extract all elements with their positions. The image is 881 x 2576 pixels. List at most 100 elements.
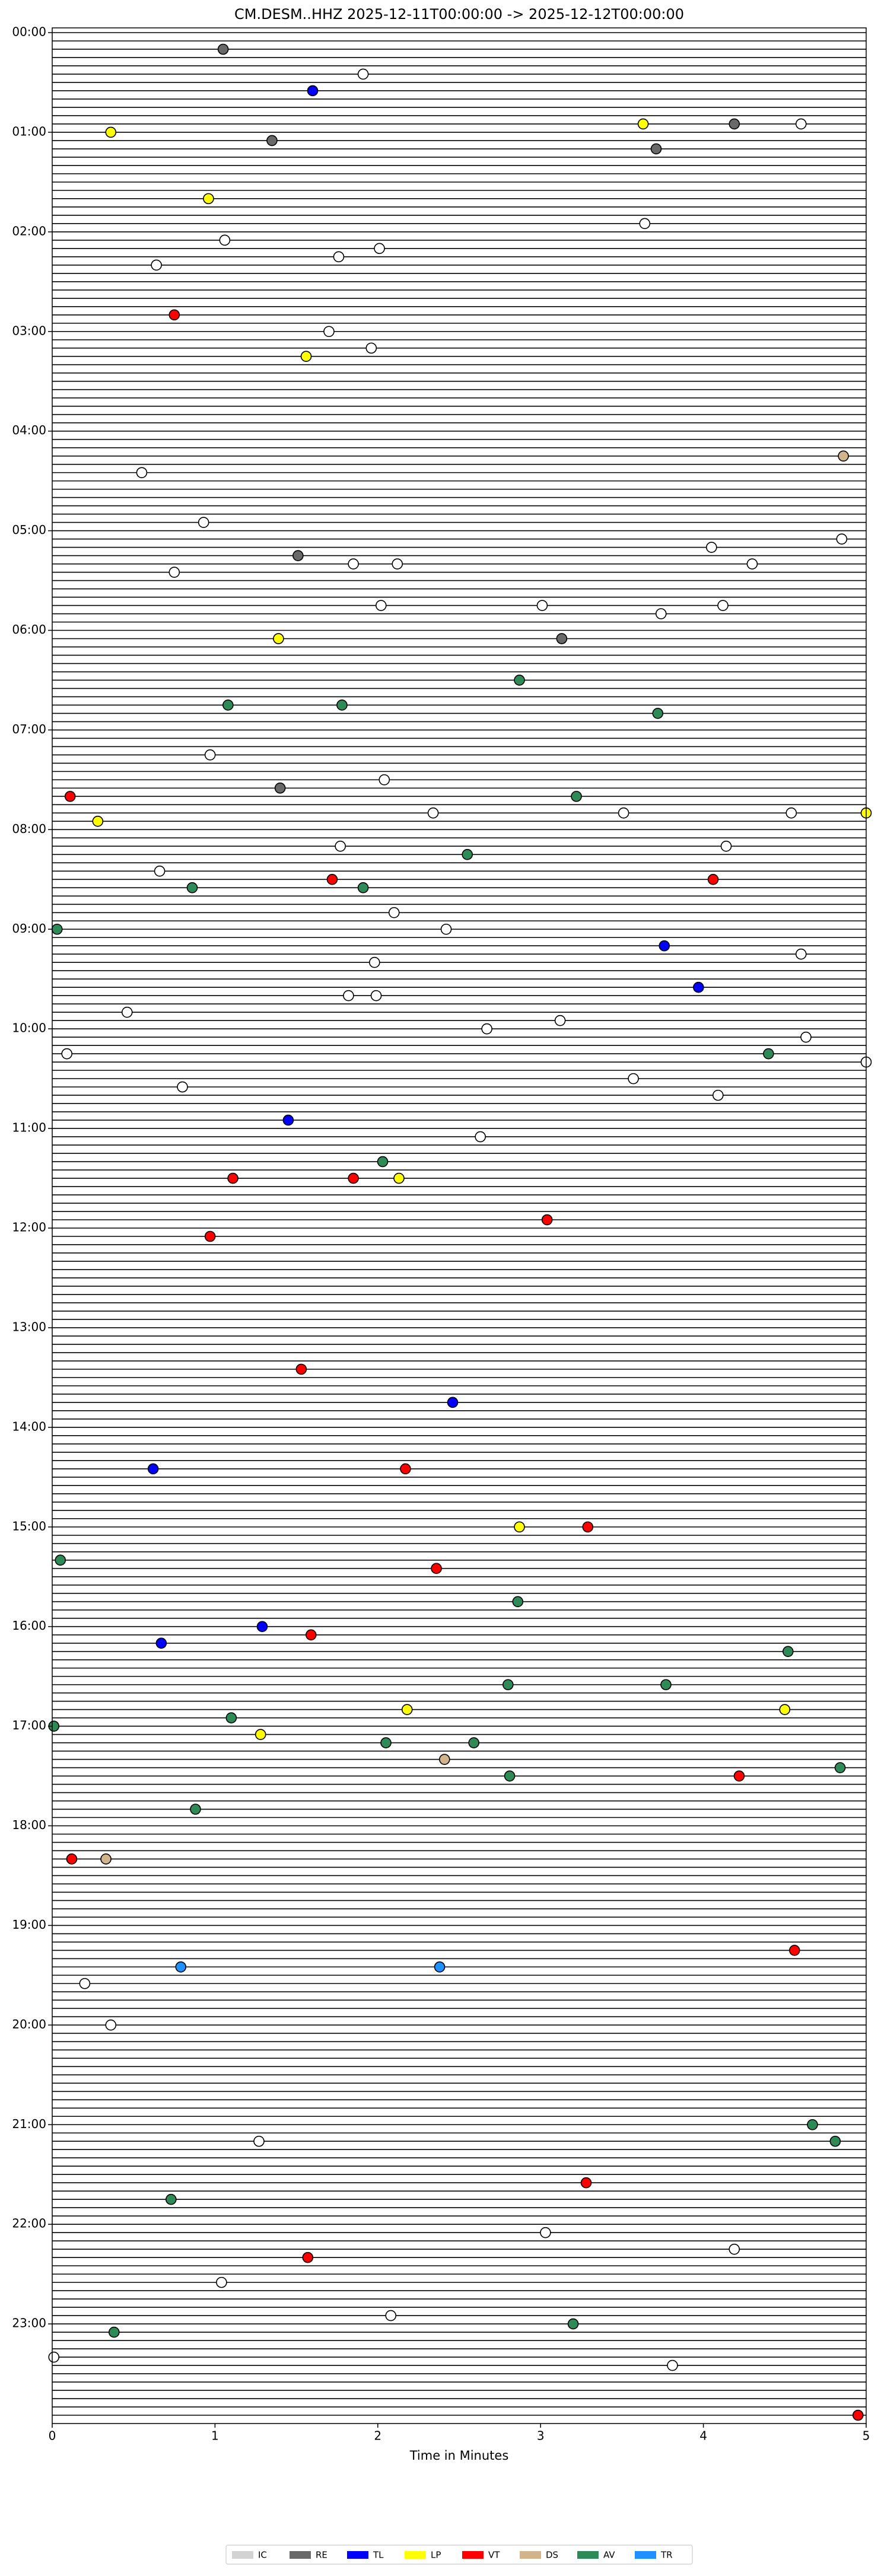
event-marker bbox=[655, 608, 667, 619]
event-marker bbox=[650, 143, 662, 155]
event-marker bbox=[392, 558, 403, 570]
event-marker bbox=[357, 68, 369, 80]
x-tick-label: 1 bbox=[211, 2429, 219, 2443]
event-marker bbox=[365, 342, 377, 354]
event-marker bbox=[326, 873, 338, 885]
y-tick-label: 17:00 bbox=[12, 1718, 46, 1732]
x-tick-label: 5 bbox=[863, 2429, 870, 2443]
x-tick-label: 3 bbox=[537, 2429, 545, 2443]
event-marker bbox=[292, 550, 304, 561]
event-marker bbox=[177, 1081, 188, 1093]
event-marker bbox=[481, 1023, 492, 1035]
event-marker bbox=[427, 807, 439, 819]
event-marker bbox=[807, 2119, 818, 2130]
event-marker bbox=[166, 2193, 177, 2205]
event-marker bbox=[540, 2227, 551, 2238]
legend-swatch bbox=[405, 2551, 426, 2559]
event-marker bbox=[154, 866, 166, 877]
legend-swatch bbox=[462, 2551, 484, 2559]
event-marker bbox=[274, 783, 286, 794]
event-marker bbox=[706, 542, 717, 553]
event-marker bbox=[712, 1089, 724, 1101]
legend-label: LP bbox=[431, 2550, 441, 2561]
event-marker bbox=[302, 2251, 314, 2263]
event-marker bbox=[370, 990, 382, 1001]
event-marker bbox=[836, 533, 848, 545]
event-marker bbox=[256, 1621, 268, 1632]
event-marker bbox=[431, 1563, 442, 1575]
legend-swatch bbox=[635, 2551, 656, 2559]
event-marker bbox=[652, 708, 664, 719]
event-marker bbox=[541, 1214, 553, 1226]
legend-label: IC bbox=[258, 2550, 267, 2561]
y-tick-label: 16:00 bbox=[12, 1618, 46, 1633]
y-tick-label: 08:00 bbox=[12, 822, 46, 836]
event-marker bbox=[782, 1646, 794, 1657]
traces bbox=[52, 32, 866, 2416]
event-marker bbox=[175, 1961, 187, 1973]
event-marker bbox=[55, 1554, 66, 1566]
event-marker bbox=[567, 2318, 579, 2330]
event-marker bbox=[720, 841, 732, 852]
event-marker bbox=[733, 1770, 745, 1782]
x-tick-label: 0 bbox=[49, 2429, 56, 2443]
event-marker bbox=[660, 1679, 672, 1690]
legend-label: VT bbox=[488, 2550, 500, 2561]
event-marker bbox=[582, 1521, 594, 1533]
event-marker bbox=[729, 118, 740, 130]
legend-swatch bbox=[232, 2551, 253, 2559]
event-marker bbox=[61, 1048, 72, 1060]
event-marker bbox=[64, 791, 76, 802]
event-marker bbox=[357, 882, 369, 893]
event-marker bbox=[51, 923, 63, 935]
event-marker bbox=[216, 2276, 227, 2288]
legend-label: RE bbox=[316, 2550, 327, 2561]
event-marker bbox=[333, 251, 345, 263]
event-marker bbox=[121, 1006, 133, 1018]
event-marker bbox=[659, 940, 670, 952]
legend-label: DS bbox=[546, 2550, 558, 2561]
event-marker bbox=[186, 882, 198, 893]
event-marker bbox=[504, 1770, 516, 1782]
event-marker bbox=[580, 2177, 592, 2189]
event-marker bbox=[717, 600, 729, 611]
y-tick-label: 11:00 bbox=[12, 1121, 46, 1135]
y-tick-label: 06:00 bbox=[12, 622, 46, 637]
event-marker bbox=[514, 1521, 525, 1533]
event-marker bbox=[785, 807, 797, 819]
legend-swatch bbox=[520, 2551, 541, 2559]
event-marker bbox=[556, 633, 568, 644]
x-axis-label: Time in Minutes bbox=[409, 2448, 509, 2463]
event-marker bbox=[800, 1031, 812, 1043]
event-marker bbox=[838, 450, 849, 462]
event-marker bbox=[374, 243, 385, 255]
y-tick-label: 23:00 bbox=[12, 2316, 46, 2330]
event-marker bbox=[388, 907, 400, 918]
event-marker bbox=[639, 218, 651, 230]
event-marker bbox=[190, 1804, 201, 1815]
event-marker bbox=[536, 600, 548, 611]
event-marker bbox=[266, 135, 278, 147]
event-marker bbox=[514, 675, 525, 686]
event-marker bbox=[295, 1363, 307, 1375]
event-marker bbox=[729, 2243, 740, 2255]
event-marker bbox=[108, 2326, 120, 2338]
event-marker bbox=[222, 699, 234, 711]
event-marker bbox=[385, 2310, 397, 2321]
event-marker bbox=[763, 1048, 774, 1060]
plot-frame bbox=[52, 27, 867, 2424]
event-marker bbox=[834, 1762, 846, 1773]
event-marker bbox=[105, 126, 117, 138]
legend-swatch bbox=[577, 2551, 599, 2559]
event-marker bbox=[335, 841, 346, 852]
axes: 00:00 01:00 02:00 03:00 04:00 05:00 06:00 07:00… bbox=[12, 25, 870, 2443]
event-marker bbox=[136, 467, 148, 478]
y-tick-label: 03:00 bbox=[12, 323, 46, 338]
x-tick-label: 4 bbox=[699, 2429, 707, 2443]
y-tick-label: 09:00 bbox=[12, 921, 46, 936]
event-marker bbox=[829, 2135, 841, 2147]
event-marker bbox=[66, 1853, 78, 1865]
legend-label: TR bbox=[660, 2550, 673, 2561]
event-marker bbox=[348, 1172, 359, 1184]
